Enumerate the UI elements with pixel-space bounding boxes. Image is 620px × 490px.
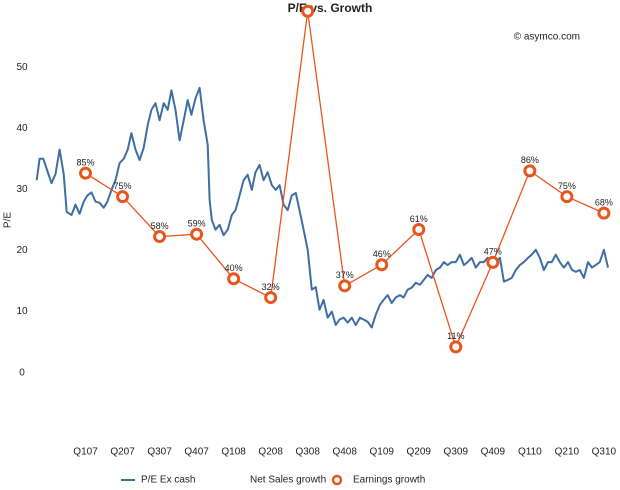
annotation: © asymco.com — [514, 32, 580, 43]
data-label: 75% — [558, 181, 576, 191]
series-line — [85, 10, 605, 348]
x-tick-label: Q209 — [407, 447, 432, 458]
point-marker — [486, 255, 500, 269]
data-label: 47% — [484, 247, 502, 257]
data-label: 11% — [447, 331, 464, 341]
point-marker — [597, 206, 611, 220]
x-tick-label: Q107 — [73, 447, 98, 458]
data-label: 40% — [225, 263, 243, 273]
x-tick-label: Q110 — [518, 447, 542, 458]
chart-title: P/E vs. Growth — [288, 1, 373, 15]
point-marker — [523, 164, 537, 178]
x-tick-label: Q308 — [295, 447, 320, 458]
point-marker — [264, 291, 278, 305]
x-tick-label: Q108 — [221, 447, 246, 458]
y-tick-label: 0 — [19, 367, 25, 378]
legend-label: P/E Ex cash — [141, 475, 195, 486]
data-label: 75% — [114, 181, 132, 191]
point-marker — [153, 230, 167, 244]
x-tick-label: Q207 — [110, 447, 135, 458]
x-tick-label: Q309 — [444, 447, 469, 458]
data-label: 85% — [77, 158, 95, 168]
point-marker — [116, 190, 130, 204]
y-tick-label: 50 — [16, 62, 28, 73]
x-tick-label: Q307 — [147, 447, 172, 458]
data-label: 46% — [373, 249, 391, 259]
data-label: 37% — [336, 270, 354, 280]
x-tick-label: Q109 — [370, 447, 395, 458]
x-tick-label: Q408 — [332, 447, 357, 458]
point-marker — [227, 272, 241, 286]
x-tick-label: Q208 — [258, 447, 283, 458]
point-marker — [449, 340, 463, 354]
point-marker — [412, 223, 426, 237]
y-tick-label: 30 — [16, 184, 28, 195]
point-marker — [79, 166, 93, 180]
legend-label: Earnings growth — [353, 475, 425, 486]
data-label: 59% — [188, 219, 206, 229]
legend-label: Net Sales growth — [250, 475, 326, 486]
data-label: 58% — [151, 221, 169, 231]
legend-swatch — [331, 474, 343, 486]
point-marker — [338, 279, 352, 293]
point-marker — [190, 227, 204, 241]
x-tick-label: Q407 — [184, 447, 209, 458]
data-label: 61% — [410, 214, 428, 224]
x-tick-label: Q210 — [555, 447, 580, 458]
point-marker — [560, 190, 574, 204]
y-axis-label: P/E — [3, 212, 14, 228]
y-tick-label: 40 — [16, 123, 28, 134]
data-label: 68% — [595, 197, 613, 207]
data-label: 32% — [262, 282, 280, 292]
point-marker — [301, 4, 315, 18]
point-marker — [375, 258, 389, 272]
x-tick-label: Q409 — [481, 447, 506, 458]
x-tick-label: Q310 — [592, 447, 617, 458]
series-line — [35, 86, 609, 329]
data-label: 86% — [521, 155, 539, 165]
y-tick-label: 10 — [16, 306, 28, 317]
y-tick-label: 20 — [16, 245, 28, 256]
